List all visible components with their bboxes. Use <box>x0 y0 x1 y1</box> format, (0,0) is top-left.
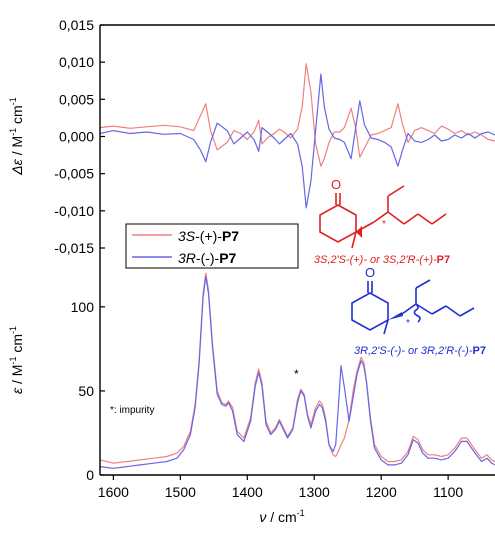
legend-item-3s: 3S-(+)-P7 <box>132 228 239 244</box>
top-y-tick-label: 0,015 <box>59 17 94 33</box>
top-y-tick-label: 0,000 <box>59 129 94 145</box>
cd-series-lines <box>99 63 495 209</box>
x-tick-label: 1300 <box>299 484 330 500</box>
legend-label-3s: 3S-(+)-P7 <box>178 228 239 244</box>
molecule-top-label: 3S,2'S-(+)- or 3S,2'R-(+)-P7 <box>314 254 450 266</box>
molecule-top-stereo-star: * <box>382 219 386 230</box>
ir-panel: 0 50 100 1600 1500 1400 1300 1200 1100 ε / M-1 … <box>8 248 495 525</box>
legend: 3S-(+)-P7 3R-(-)-P7 <box>125 223 299 269</box>
legend-box <box>125 223 299 269</box>
molecule-bottom-label: 3R,2'S-(-)- or 3R,2'R-(-)-P7 <box>354 345 486 357</box>
top-series-line-3s <box>99 63 495 167</box>
x-tick-label: 1400 <box>232 484 263 500</box>
bottom-y-tick-label: 0 <box>86 467 94 483</box>
molecule-bottom-oxygen-label: O <box>365 265 375 280</box>
impurity-peak-star: * <box>294 367 299 381</box>
x-tick-label: 1100 <box>433 484 463 500</box>
top-y-tick-label: -0,015 <box>54 240 94 256</box>
bottom-y-tick-label: 50 <box>78 383 94 399</box>
x-tick-label: 1200 <box>366 484 397 500</box>
ir-x-axis-ticks: 1600 1500 1400 1300 1200 1100 <box>98 475 463 500</box>
molecule-top-oxygen-label: O <box>331 177 341 192</box>
impurity-note: *: impurity <box>110 405 154 416</box>
molecule-bottom-structure: O * <box>351 265 475 335</box>
x-tick-label: 1600 <box>98 484 129 500</box>
cd-panel: 0,015 0,010 0,005 0,000 -0,005 -0,010 -0,015 Δ… <box>8 17 495 256</box>
top-y-tick-label: -0,005 <box>54 166 94 182</box>
ir-series-lines <box>99 272 495 469</box>
top-y-tick-label: 0,010 <box>59 54 94 70</box>
bottom-y-tick-label: 100 <box>71 299 95 315</box>
top-y-tick-label: -0,010 <box>54 203 94 219</box>
ir-y-axis-label: ε / M-1 cm-1 <box>8 326 25 394</box>
legend-item-3r: 3R-(-)-P7 <box>132 250 237 266</box>
cd-y-axis-ticks: 0,015 0,010 0,005 0,000 -0,005 -0,010 -0,015 <box>54 17 105 256</box>
legend-label-3r: 3R-(-)-P7 <box>178 250 237 266</box>
bottom-series-line-3r <box>99 276 495 469</box>
ir-y-axis-ticks: 0 50 100 <box>71 299 105 483</box>
molecule-top-structure: O * <box>319 177 447 249</box>
molecule-bottom-stereo-star: * <box>406 318 410 329</box>
cd-y-axis-label: Δε / M-1 cm-1 <box>8 97 25 175</box>
top-series-line-3r <box>99 73 495 209</box>
x-axis-label: ν / cm-1 <box>259 508 304 525</box>
top-y-tick-label: 0,005 <box>59 91 94 107</box>
x-tick-label: 1500 <box>165 484 196 500</box>
